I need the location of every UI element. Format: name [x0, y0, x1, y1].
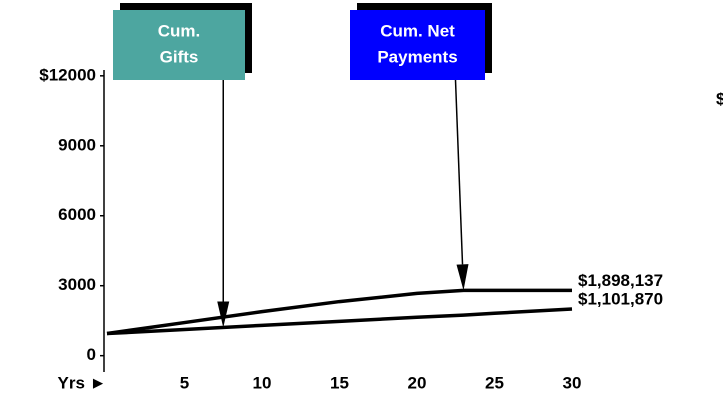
y-tick-label: 6000: [58, 205, 96, 224]
end-label: $1,898,137: [578, 271, 663, 290]
arrow-shaft: [454, 79, 464, 265]
x-axis-label: Yrs ►: [58, 373, 107, 392]
x-tick-label: 5: [180, 373, 189, 392]
x-tick-label: 20: [408, 373, 427, 392]
annotation-text: Gifts: [160, 47, 199, 66]
x-tick-label: 15: [330, 373, 349, 392]
annotation-box: [350, 10, 485, 80]
x-tick-label: 10: [253, 373, 272, 392]
series-line: [106, 288, 572, 336]
y-tick-label: 0: [87, 345, 96, 364]
y-tick-label: 9000: [58, 135, 96, 154]
x-tick-label: 30: [563, 373, 582, 392]
annotation-text: Cum.: [158, 21, 201, 40]
arrow-head: [217, 301, 230, 328]
arrow-head: [456, 264, 469, 291]
series-line: [106, 307, 573, 336]
corner-text: $: [716, 89, 723, 108]
y-tick-label: $12000: [39, 65, 96, 84]
annotation-text: Payments: [377, 47, 457, 66]
end-label: $1,101,870: [578, 290, 663, 309]
x-tick-label: 25: [485, 373, 504, 392]
annotation-text: Cum. Net: [380, 21, 455, 40]
y-tick-label: 3000: [58, 275, 96, 294]
annotation-box: [113, 10, 245, 80]
